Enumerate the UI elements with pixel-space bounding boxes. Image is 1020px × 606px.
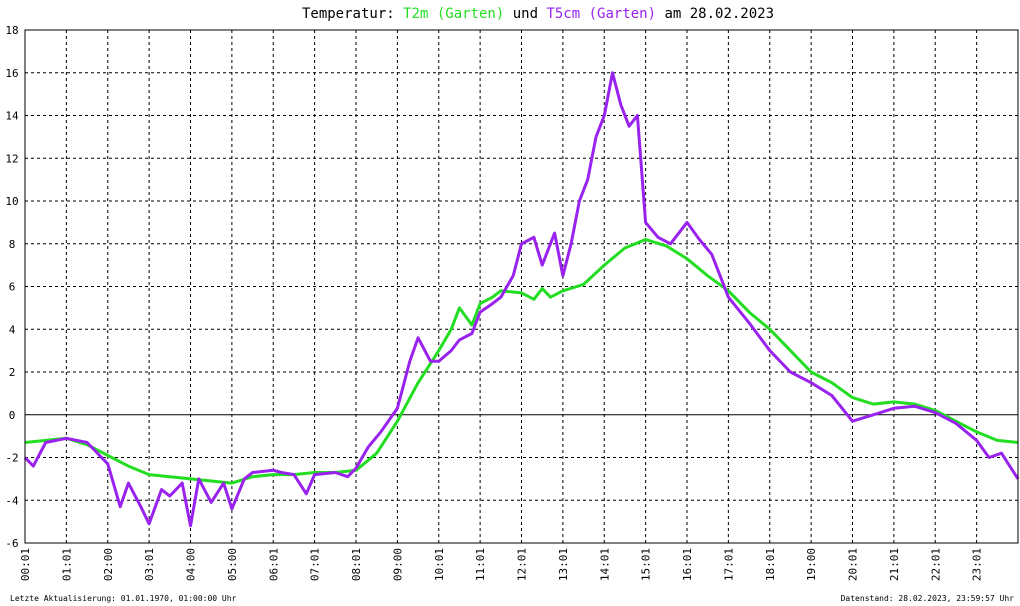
series-line-t5cm — [23, 71, 1020, 528]
x-tick-label: 05:00 — [226, 548, 239, 581]
title-suffix: am 28.02.2023 — [656, 6, 774, 22]
y-tick-label: -4 — [5, 494, 19, 507]
x-tick-label: 22:01 — [929, 548, 942, 581]
footer-last-update: Letzte Aktualisierung: 01.01.1970, 01:00… — [10, 594, 237, 603]
x-tick-label: 15:01 — [640, 548, 653, 581]
x-tick-label: 10:01 — [433, 548, 446, 581]
footer-data-status: Datenstand: 28.02.2023, 23:59:57 Uhr — [841, 594, 1015, 603]
y-tick-label: 4 — [9, 323, 16, 336]
title-series-t2m: T2m (Garten) — [403, 6, 504, 22]
x-tick-label: 03:01 — [143, 548, 156, 581]
x-tick-label: 07:01 — [309, 548, 322, 581]
x-tick-label: 16:01 — [681, 548, 694, 581]
x-tick-label: 00:01 — [19, 548, 32, 581]
x-tick-label: 01:01 — [60, 548, 73, 581]
title-middle: und — [504, 6, 546, 22]
series-line-t2m — [24, 238, 1019, 485]
series-lines — [23, 71, 1020, 528]
y-tick-label: 18 — [5, 24, 18, 37]
x-tick-label: 23:01 — [971, 548, 984, 581]
grid-lines — [25, 30, 1018, 543]
y-tick-label: 16 — [5, 67, 18, 80]
x-tick-label: 11:01 — [474, 548, 487, 581]
y-tick-label: 12 — [5, 152, 18, 165]
x-axis-ticks: 00:01 01:01 02:00 03:01 04:00 05:00 06:01 07:01… — [19, 548, 984, 581]
x-tick-label: 06:01 — [267, 548, 280, 581]
x-tick-label: 18:01 — [764, 548, 777, 581]
x-tick-label: 13:01 — [557, 548, 570, 581]
y-tick-label: 2 — [9, 366, 16, 379]
chart-title: Temperatur: T2m (Garten) und T5cm (Garte… — [302, 6, 774, 22]
x-tick-label: 20:01 — [847, 548, 860, 581]
x-tick-label: 19:00 — [805, 548, 818, 581]
x-tick-label: 12:01 — [516, 548, 529, 581]
y-tick-label: 8 — [9, 238, 16, 251]
x-tick-label: 14:01 — [598, 548, 611, 581]
x-tick-label: 08:01 — [350, 548, 363, 581]
x-tick-label: 04:00 — [185, 548, 198, 581]
y-tick-label: 6 — [9, 281, 16, 294]
x-tick-label: 21:01 — [888, 548, 901, 581]
y-tick-label: -6 — [5, 537, 18, 550]
x-tick-label: 17:01 — [722, 548, 735, 581]
x-tick-label: 02:00 — [102, 548, 115, 581]
title-prefix: Temperatur: — [302, 6, 403, 22]
y-tick-label: -2 — [5, 452, 18, 465]
title-series-t5cm: T5cm (Garten) — [546, 6, 656, 22]
plot-frame — [24, 29, 1019, 544]
y-tick-label: 14 — [5, 110, 19, 123]
y-tick-label: 0 — [9, 409, 16, 422]
y-tick-label: 10 — [5, 195, 18, 208]
y-axis-ticks: 18 16 14 12 10 8 6 4 2 0 -2 -4 -6 — [5, 24, 19, 550]
x-tick-label: 09:00 — [391, 548, 404, 581]
